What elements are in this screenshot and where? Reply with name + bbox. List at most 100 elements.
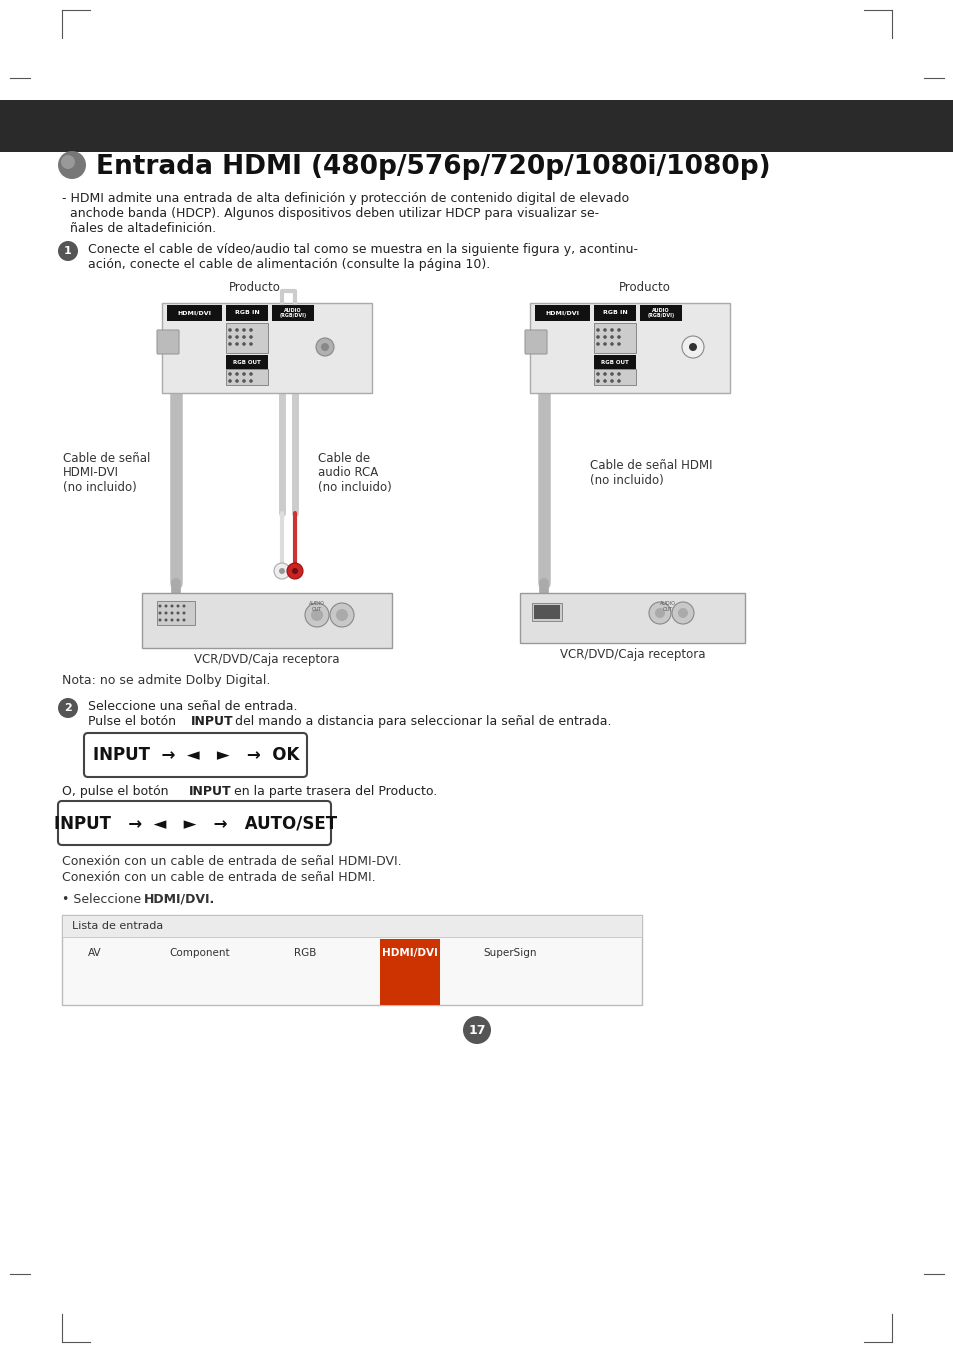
Circle shape: [688, 343, 697, 352]
Bar: [534, 604, 559, 619]
Bar: [639, 306, 681, 320]
FancyBboxPatch shape: [58, 800, 331, 845]
Circle shape: [330, 603, 354, 627]
Text: INPUT: INPUT: [191, 715, 233, 727]
Circle shape: [58, 698, 78, 718]
Circle shape: [235, 342, 238, 346]
Text: INPUT: INPUT: [189, 786, 232, 798]
Circle shape: [681, 337, 703, 358]
Bar: [272, 306, 314, 320]
Text: AUDIO
OUT: AUDIO OUT: [659, 602, 676, 612]
Text: HDMI/DVI: HDMI/DVI: [544, 311, 578, 315]
Circle shape: [242, 335, 246, 339]
Bar: [62, 915, 641, 937]
Circle shape: [58, 241, 78, 261]
Circle shape: [610, 342, 613, 346]
Text: - HDMI admite una entrada de alta definición y protección de contenido digital d: - HDMI admite una entrada de alta defini…: [62, 192, 628, 206]
Circle shape: [602, 379, 606, 383]
Bar: [226, 306, 268, 320]
Circle shape: [617, 335, 620, 339]
Circle shape: [617, 379, 620, 383]
FancyBboxPatch shape: [84, 733, 307, 777]
Circle shape: [249, 372, 253, 376]
Text: ación, conecte el cable de alimentación (consulte la página 10).: ación, conecte el cable de alimentación …: [88, 258, 490, 270]
Circle shape: [320, 343, 329, 352]
Text: Seleccione una señal de entrada.: Seleccione una señal de entrada.: [88, 700, 297, 713]
Text: HDMI/DVI: HDMI/DVI: [177, 311, 211, 315]
Bar: [594, 323, 636, 353]
Text: VCR/DVD/Caja receptora: VCR/DVD/Caja receptora: [194, 653, 339, 667]
Text: Entrada HDMI (480p/576p/720p/1080i/1080p): Entrada HDMI (480p/576p/720p/1080i/1080p…: [96, 154, 770, 180]
Bar: [519, 594, 744, 644]
Text: • Seleccione: • Seleccione: [62, 894, 145, 906]
Circle shape: [171, 611, 173, 615]
Circle shape: [171, 604, 173, 607]
Circle shape: [164, 618, 168, 622]
Bar: [62, 915, 641, 1005]
Circle shape: [671, 602, 693, 625]
Text: AUDIO
(RGB/DVI): AUDIO (RGB/DVI): [647, 308, 674, 319]
Bar: [594, 356, 636, 369]
Text: RGB OUT: RGB OUT: [233, 360, 260, 365]
Circle shape: [648, 602, 670, 625]
Text: Cable de
audio RCA
(no incluido): Cable de audio RCA (no incluido): [317, 452, 392, 495]
Circle shape: [617, 372, 620, 376]
Circle shape: [311, 608, 323, 621]
Circle shape: [617, 329, 620, 331]
Text: VCR/DVD/Caja receptora: VCR/DVD/Caja receptora: [559, 648, 704, 661]
Circle shape: [164, 611, 168, 615]
Text: O, pulse el botón: O, pulse el botón: [62, 786, 172, 798]
Text: INPUT  →  ◄   ►   →  OK: INPUT → ◄ ► → OK: [92, 746, 299, 764]
Bar: [157, 602, 194, 625]
Text: ñales de altadefinición.: ñales de altadefinición.: [62, 222, 216, 235]
Text: Producto: Producto: [618, 281, 670, 293]
FancyBboxPatch shape: [157, 330, 179, 354]
Circle shape: [610, 372, 613, 376]
Circle shape: [235, 335, 238, 339]
Circle shape: [602, 342, 606, 346]
Circle shape: [278, 568, 285, 575]
Text: Nota: no se admite Dolby Digital.: Nota: no se admite Dolby Digital.: [62, 675, 270, 687]
Circle shape: [335, 608, 348, 621]
Bar: [167, 306, 222, 320]
Circle shape: [235, 372, 238, 376]
Circle shape: [596, 342, 599, 346]
Circle shape: [235, 329, 238, 331]
Text: anchode banda (HDCP). Algunos dispositivos deben utilizar HDCP para visualizar s: anchode banda (HDCP). Algunos dispositiv…: [62, 207, 598, 220]
Text: en la parte trasera del Producto.: en la parte trasera del Producto.: [230, 786, 436, 798]
Bar: [530, 303, 729, 393]
Text: HDMI/DVI.: HDMI/DVI.: [144, 894, 215, 906]
Bar: [594, 369, 636, 385]
Circle shape: [596, 379, 599, 383]
Text: RGB OUT: RGB OUT: [600, 360, 628, 365]
Text: Pulse el botón: Pulse el botón: [88, 715, 180, 727]
Bar: [532, 603, 561, 621]
Text: AUDIO
(RGB/DVI): AUDIO (RGB/DVI): [279, 308, 306, 319]
Circle shape: [610, 379, 613, 383]
Circle shape: [171, 618, 173, 622]
Circle shape: [58, 151, 86, 178]
Circle shape: [176, 618, 179, 622]
Circle shape: [602, 335, 606, 339]
Circle shape: [176, 611, 179, 615]
Text: Cable de señal HDMI
(no incluido): Cable de señal HDMI (no incluido): [589, 458, 712, 487]
Circle shape: [596, 335, 599, 339]
Text: HDMI/DVI: HDMI/DVI: [381, 948, 437, 959]
Circle shape: [315, 338, 334, 356]
Circle shape: [610, 329, 613, 331]
Text: RGB: RGB: [294, 948, 315, 959]
Circle shape: [242, 342, 246, 346]
Circle shape: [61, 155, 75, 169]
Circle shape: [182, 604, 185, 607]
Circle shape: [602, 372, 606, 376]
FancyBboxPatch shape: [524, 330, 546, 354]
Circle shape: [228, 342, 232, 346]
Circle shape: [164, 604, 168, 607]
Circle shape: [462, 1015, 491, 1044]
Bar: [0, 100, 953, 151]
Text: Cable de señal
HDMI-DVI
(no incluido): Cable de señal HDMI-DVI (no incluido): [63, 452, 150, 495]
Circle shape: [228, 379, 232, 383]
Bar: [226, 369, 268, 385]
Circle shape: [158, 611, 161, 615]
Circle shape: [235, 379, 238, 383]
